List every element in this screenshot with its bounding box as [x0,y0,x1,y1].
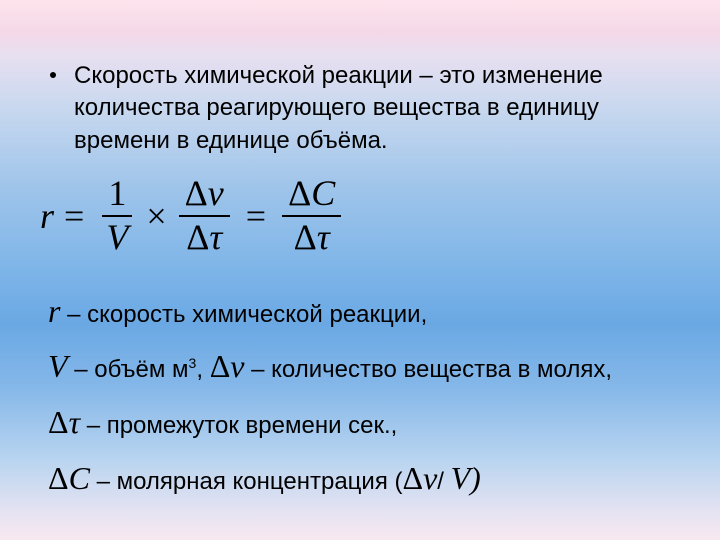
definition-text: Скорость химической реакции – это измене… [74,60,690,157]
sym-dC2-v: v [423,460,437,496]
frac3-num-delta: Δ [288,173,311,213]
sym-dC-delta: Δ [48,460,69,496]
legend-row-r: r – скорость химической реакции, [48,287,690,337]
sym-dC3: V) [451,460,481,496]
sym-V: V [48,348,68,384]
txt-dt: – промежуток времени сек., [80,412,397,439]
fraction-1: 1 V [100,175,134,257]
txt-dv: – количество вещества в молях, [244,356,612,383]
txt-dC2: / [437,468,450,495]
frac2-num-delta: Δ [185,173,208,213]
sym-dv-delta: Δ [210,348,231,384]
legend-block: r – скорость химической реакции, V – объ… [48,287,690,503]
frac2-num-v: v [208,173,224,213]
formula-block: r = 1 V × Δv Δτ = ΔC Δτ [40,175,690,257]
fraction-2: Δv Δτ [179,175,230,257]
txt-V: – объём м [68,356,189,383]
formula-row: r = 1 V × Δv Δτ = ΔC Δτ [40,175,690,257]
frac2-den-tau: τ [209,217,222,257]
sym-dC2-delta: Δ [402,460,423,496]
sym-r: r [48,293,60,329]
frac2-den-delta: Δ [186,217,209,257]
frac3-num-C: C [311,173,335,213]
legend-row-dt: Δτ – промежуток времени сек., [48,398,690,448]
frac3-den-tau: τ [317,217,330,257]
frac1-den: V [100,217,134,257]
sym-dt-tau: τ [69,404,80,440]
formula-lhs: r [40,195,54,237]
txt-V2: , [196,356,209,383]
frac3-den-delta: Δ [294,217,317,257]
frac3-num: ΔC [282,175,341,217]
fraction-3: ΔC Δτ [282,175,341,257]
sym-dt-delta: Δ [48,404,69,440]
legend-row-dC: ΔC – молярная концентрация (Δv/ V) [48,454,690,504]
equals-2: = [246,195,266,237]
txt-dC: – молярная концентрация ( [90,468,403,495]
definition-row: Скорость химической реакции – это измене… [30,60,690,157]
times-sign: × [146,195,166,237]
sym-dC-C: C [69,460,90,496]
bullet-dot [50,72,56,78]
sym-dv-v: v [230,348,244,384]
equals-1: = [64,195,84,237]
legend-row-V-dv: V – объём м3, Δv – количество вещества в… [48,342,690,392]
frac1-num: 1 [102,175,132,217]
frac3-den: Δτ [288,217,336,257]
txt-r: – скорость химической реакции, [60,301,427,328]
frac2-num: Δv [179,175,230,217]
frac2-den: Δτ [180,217,228,257]
